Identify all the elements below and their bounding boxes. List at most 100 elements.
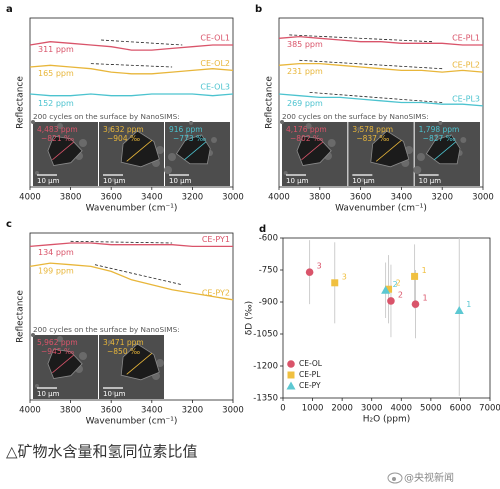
scale-label: 10 μm <box>286 177 309 185</box>
image-isotope: −773 ‰ <box>173 134 206 143</box>
x-tick-label: 3800 <box>60 406 82 416</box>
scale-label: 10 μm <box>37 177 60 185</box>
marker <box>385 285 393 293</box>
water-annotation: 165 ppm <box>38 69 74 78</box>
nanosims-image: 4,483 ppm−821 ‰ 10 μm <box>31 120 98 186</box>
image-texture <box>164 166 172 174</box>
y-tick-label: -900 <box>259 298 278 308</box>
image-texture <box>434 134 439 138</box>
continuum-line <box>299 59 443 70</box>
image-water: 4,483 ppm <box>37 125 78 134</box>
series-name: CE-PY2 <box>202 288 230 297</box>
x-tick-label: 3200 <box>182 193 204 203</box>
image-texture <box>280 120 284 124</box>
x-tick-label: 5000 <box>420 404 442 414</box>
analysis-line <box>301 141 324 161</box>
nanosims-image: 1,798 ppm−827 ‰ 10 μm <box>413 121 480 186</box>
water-annotation: 152 ppm <box>38 99 74 108</box>
image-water: 916 ppm <box>169 125 203 134</box>
watermark: @央视新闻 <box>404 471 454 484</box>
x-tick-label: 7000 <box>479 404 500 414</box>
x-tick-label: 3600 <box>100 193 122 203</box>
mineral-grain <box>296 135 332 166</box>
image-isotope: −827 ‰ <box>423 134 456 143</box>
marker <box>411 300 420 308</box>
water-annotation: 134 ppm <box>38 248 74 257</box>
marker <box>305 268 314 276</box>
x-tick-label: 3600 <box>100 406 122 416</box>
weibo-icon-eye <box>392 477 396 481</box>
image-texture <box>112 178 116 182</box>
plot-frame <box>29 17 234 188</box>
caption: △矿物水含量和氢同位素比值 <box>6 443 198 461</box>
legend-label: CE-PY <box>299 381 321 390</box>
marker <box>287 371 295 379</box>
continuum-line <box>289 34 433 43</box>
image-texture <box>108 127 112 131</box>
image-water: 4,176 ppm <box>286 125 327 134</box>
inset-title: 200 cycles on the surface by NanoSIMS: <box>33 112 180 121</box>
point-label: 3 <box>342 272 347 281</box>
spectrum-line <box>29 41 233 51</box>
spectrum-line <box>29 262 234 301</box>
marker <box>454 306 464 315</box>
scale-label: 10 μm <box>103 390 126 398</box>
continuum-line <box>90 63 173 68</box>
series-name: CE-PY1 <box>202 235 230 244</box>
x-axis-label: Wavenumber (cm⁻¹) <box>86 204 178 214</box>
nanosims-image: 3,471 ppm−850 ‰ 10 μm <box>99 335 164 399</box>
x-tick-label: 3000 <box>222 406 244 416</box>
image-water: 1,798 ppm <box>419 125 460 134</box>
marker <box>381 285 391 294</box>
inset-title: 200 cycles on the surface by NanoSIMS: <box>33 325 180 334</box>
scale-label: 10 μm <box>37 390 60 398</box>
y-tick-label: -1200 <box>253 362 278 372</box>
x-tick-label: 3000 <box>472 193 494 203</box>
x-tick-label: 3400 <box>141 406 163 416</box>
x-tick-label: 3200 <box>431 193 453 203</box>
plot-frame <box>282 237 491 399</box>
spectrum-line <box>29 64 234 75</box>
y-axis-label: Reflectance <box>16 76 26 129</box>
x-tick-label: 4000 <box>390 404 412 414</box>
point-label: 1 <box>422 294 427 303</box>
x-tick-label: 3000 <box>222 193 244 203</box>
spectrum-line <box>29 242 233 248</box>
spectrum-line <box>29 93 234 97</box>
point-label: 1 <box>466 300 471 309</box>
water-annotation: 269 ppm <box>287 99 323 108</box>
water-annotation: 311 ppm <box>38 45 74 54</box>
continuum-line <box>70 240 173 244</box>
image-isotope: −850 ‰ <box>107 347 140 356</box>
image-texture <box>31 333 35 337</box>
continuum-line <box>100 39 183 46</box>
x-tick-label: 0 <box>280 404 285 414</box>
x-tick-label: 4000 <box>268 193 290 203</box>
analysis-line <box>126 139 153 162</box>
marker <box>411 272 419 280</box>
series-name: CE-OL1 <box>200 34 230 43</box>
plot-frame <box>278 17 484 188</box>
x-tick-label: 1000 <box>302 404 324 414</box>
image-water: 3,632 ppm <box>103 125 144 134</box>
panel-letter: c <box>6 219 12 230</box>
analysis-line <box>184 141 207 161</box>
marker <box>287 360 295 368</box>
scale-label: 10 μm <box>103 177 126 185</box>
panel-letter: a <box>6 4 13 15</box>
x-tick-label: 4000 <box>19 406 41 416</box>
x-axis-label: Wavenumber (cm⁻¹) <box>86 417 178 427</box>
spectrum-line <box>278 35 483 46</box>
image-isotope: −904 ‰ <box>107 134 140 143</box>
x-tick-label: 3400 <box>391 193 413 203</box>
marker <box>286 381 296 390</box>
x-tick-label: 3600 <box>350 193 372 203</box>
image-texture <box>31 120 35 124</box>
x-tick-label: 3200 <box>182 406 204 416</box>
image-texture <box>211 137 217 143</box>
image-texture <box>35 171 39 175</box>
image-isotope: −821 ‰ <box>41 134 74 143</box>
caption-background <box>0 430 500 489</box>
point-label: 2 <box>396 279 401 288</box>
image-texture <box>283 171 288 175</box>
